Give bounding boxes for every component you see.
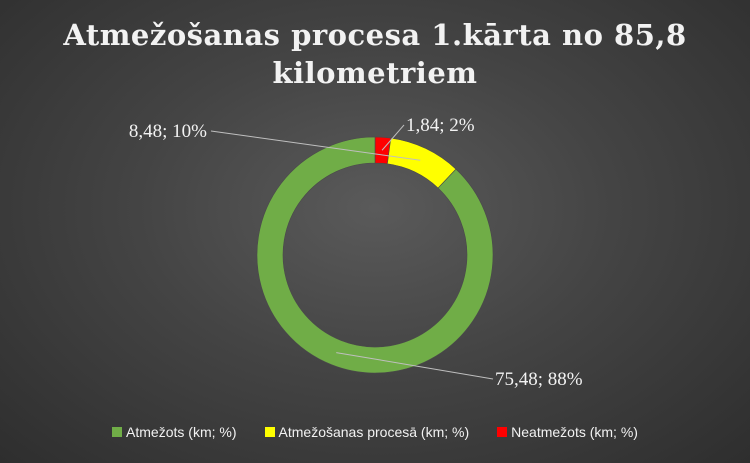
legend-item-procesa: Atmežošanas procesā (km; %) (264, 424, 470, 440)
chart-title-line-2: kilometriem (272, 56, 478, 90)
legend-label-procesa: Atmežošanas procesā (km; %) (278, 424, 470, 440)
leader-line-neatmezots (381, 124, 405, 151)
chart-title-line-1: Atmežošanas procesa 1.kārta no 85,8 (63, 18, 687, 52)
leader-line-procesa (210, 130, 421, 161)
leader-line-atmezots (336, 352, 494, 380)
legend-swatch-neatmezots (497, 427, 508, 437)
legend-swatch-atmezots (112, 427, 123, 437)
slice-atmezots (256, 136, 494, 374)
legend-item-atmezots: Atmežots (km; %) (112, 424, 237, 440)
legend-label-neatmezots: Neatmežots (km; %) (511, 424, 638, 440)
data-label-neatmezots: 1,84; 2% (406, 115, 475, 136)
legend-label-atmezots: Atmežots (km; %) (126, 424, 237, 440)
legend: Atmežots (km; %) Atmežošanas procesā (km… (0, 424, 750, 440)
legend-swatch-procesa (264, 427, 275, 437)
chart-title: Atmežošanas procesa 1.kārta no 85,8 kilo… (0, 16, 750, 92)
data-label-procesa: 8,48; 10% (129, 121, 207, 142)
legend-item-neatmezots: Neatmežots (km; %) (497, 424, 638, 440)
data-label-atmezots: 75,48; 88% (495, 369, 583, 390)
